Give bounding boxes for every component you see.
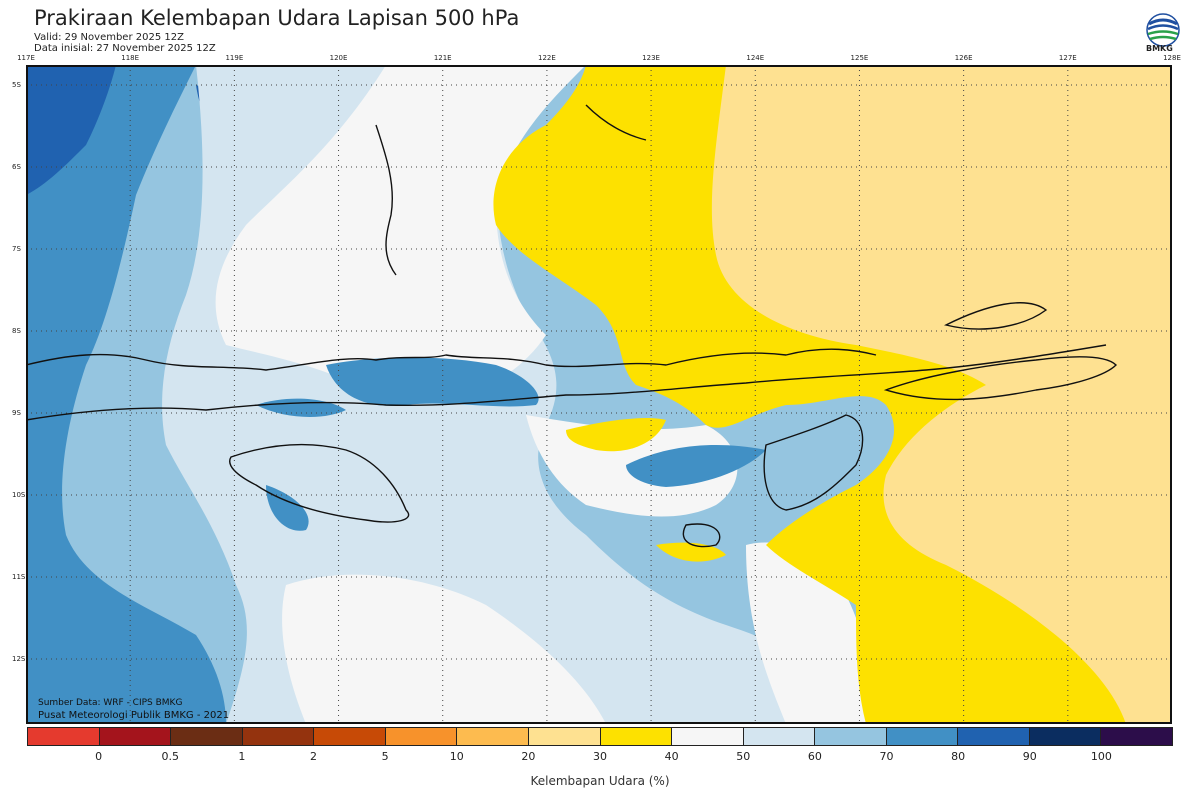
longitude-label: 122E — [538, 54, 556, 62]
colorbar-swatch — [457, 728, 529, 745]
colorbar-tick-label: 0 — [95, 750, 103, 763]
longitude-label: 126E — [954, 54, 973, 62]
longitude-label: 123E — [642, 54, 660, 62]
coastline-rote — [682, 523, 721, 548]
colorbar-tick-label: 50 — [736, 750, 751, 763]
longitude-label: 119E — [225, 54, 244, 62]
logo-text: BMKG — [1146, 44, 1173, 53]
colorbar — [27, 727, 1173, 746]
coastline-sulawesi-se — [585, 104, 647, 141]
longitude-label: 124E — [746, 54, 765, 62]
longitude-label: 118E — [121, 54, 140, 62]
latitude-label: 8S — [12, 327, 21, 335]
colorbar-tick-label: 30 — [593, 750, 607, 763]
credit: Pusat Meteorologi Publik BMKG - 2021 — [38, 710, 230, 721]
region-humidity-40-50-south — [282, 574, 606, 724]
coastline-west-timor — [763, 414, 864, 511]
colorbar-tick-label: 2 — [310, 750, 317, 763]
init-time: Data inisial: 27 November 2025 12Z — [34, 43, 216, 54]
region-humidity-40-50-north — [215, 65, 586, 400]
colorbar-swatch — [242, 728, 315, 745]
colorbar-swatch — [528, 728, 601, 745]
region-humidity-70-80 — [26, 65, 226, 724]
latitude-label: 10S — [12, 491, 26, 499]
colorbar-swatch — [672, 728, 744, 745]
map-border — [26, 65, 1172, 724]
colorbar-swatch — [743, 728, 816, 745]
colorbar-tick-label: 80 — [951, 750, 966, 763]
valid-time: Valid: 29 November 2025 12Z — [34, 32, 184, 43]
region-humidity-70-80-flores — [626, 445, 766, 487]
colorbar-tick-label: 20 — [521, 750, 536, 763]
colorbar-tick-label: 70 — [879, 750, 894, 763]
colorbar-swatch — [171, 728, 243, 745]
coastline-wetar — [943, 302, 1048, 330]
colorbar-tick-label: 90 — [1022, 750, 1037, 763]
colorbar-swatch — [600, 728, 673, 745]
longitude-label: 127E — [1058, 54, 1077, 62]
latitude-label: 12S — [12, 655, 26, 663]
colorbar-swatch — [958, 728, 1030, 745]
latitude-label: 11S — [12, 573, 26, 581]
region-humidity-70-80-lombok — [326, 357, 539, 407]
graticule — [26, 65, 1172, 724]
colorbar-tick-label: 1 — [238, 750, 246, 763]
region-humidity-40-50-se — [746, 542, 876, 724]
colorbar-swatch — [1029, 728, 1102, 745]
region-humidity-80-90-nw — [26, 65, 116, 195]
latitude-label: 5S — [12, 81, 21, 89]
region-humidity-30-40-sw-patch — [656, 542, 726, 562]
longitude-label: 120E — [329, 54, 348, 62]
colorbar-tick-label: 10 — [449, 750, 464, 763]
coastline-java-bali-nusa — [26, 348, 877, 371]
colorbar-title: Kelembapan Udara (%) — [530, 774, 670, 788]
colorbar-tick-label: 60 — [807, 750, 822, 763]
colorbar-tick-label: 40 — [664, 750, 679, 763]
latitude-label: 7S — [12, 245, 21, 253]
colorbar-swatch — [385, 728, 458, 745]
latitude-label: 9S — [12, 409, 21, 417]
longitude-label: 121E — [433, 54, 452, 62]
coastlines — [26, 104, 1117, 548]
colorbar-swatch — [28, 728, 100, 745]
latitude-label: 6S — [12, 163, 21, 171]
coastline-south — [26, 344, 1107, 421]
colorbar-tick-label: 5 — [381, 750, 389, 763]
colorbar-swatch — [99, 728, 172, 745]
humidity-map — [26, 65, 1172, 724]
region-humidity-20-30 — [711, 65, 1172, 724]
colorbar-swatch — [314, 728, 386, 745]
colorbar-tick-label: 100 — [1090, 750, 1112, 763]
colorbar-swatch — [815, 728, 887, 745]
longitude-label: 117E — [17, 54, 35, 62]
colorbar-swatch — [1101, 728, 1172, 745]
longitude-label: 128E — [1163, 54, 1181, 62]
colorbar-swatch — [886, 728, 959, 745]
longitude-label: 125E — [850, 54, 869, 62]
coastline-timor-east — [883, 356, 1117, 401]
bmkg-logo-icon — [1146, 13, 1180, 47]
data-source: Sumber Data: WRF - CIPS BMKG — [38, 698, 183, 708]
region-humidity-30-40-patch — [566, 418, 666, 452]
colorbar-tick-label: 0.5 — [161, 750, 180, 763]
coastline-sulawesi — [375, 124, 397, 276]
coastline-sumba — [229, 443, 410, 523]
map-title: Prakiraan Kelembapan Udara Lapisan 500 h… — [34, 6, 520, 30]
